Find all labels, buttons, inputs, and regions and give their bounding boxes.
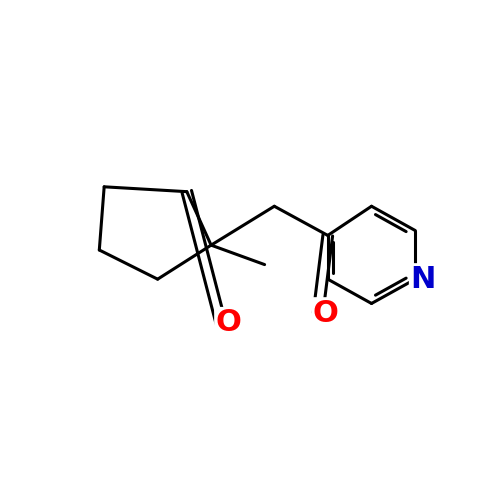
- Text: O: O: [313, 298, 339, 328]
- Text: N: N: [410, 264, 436, 294]
- Text: O: O: [216, 308, 242, 338]
